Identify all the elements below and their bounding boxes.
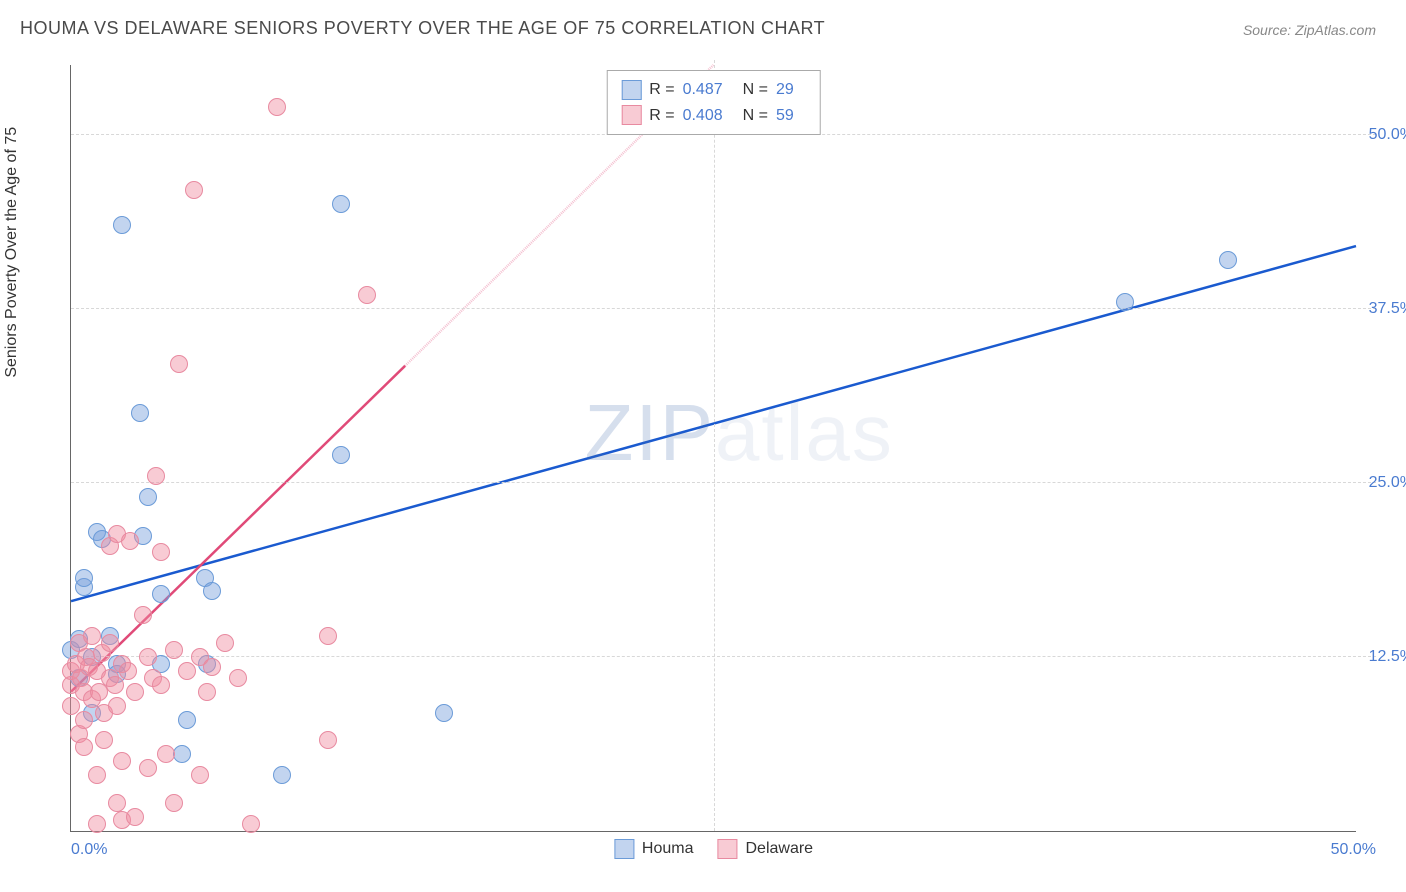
- scatter-point: [88, 766, 106, 784]
- scatter-point: [108, 697, 126, 715]
- legend-n-value: 29: [776, 77, 794, 103]
- plot-area: ZIPatlas R =0.487N =29R =0.408N =59 Houm…: [70, 65, 1356, 832]
- scatter-point: [152, 676, 170, 694]
- scatter-point: [113, 216, 131, 234]
- scatter-point: [358, 286, 376, 304]
- scatter-point: [126, 808, 144, 826]
- scatter-point: [101, 634, 119, 652]
- scatter-point: [203, 658, 221, 676]
- scatter-point: [139, 648, 157, 666]
- legend-series-label: Houma: [642, 840, 694, 858]
- scatter-point: [157, 745, 175, 763]
- scatter-point: [131, 404, 149, 422]
- y-tick-label: 37.5%: [1369, 300, 1406, 318]
- legend-swatch: [717, 839, 737, 859]
- scatter-point: [216, 634, 234, 652]
- legend-r-label: R =: [649, 77, 674, 103]
- scatter-point: [108, 794, 126, 812]
- legend-n-label: N =: [743, 77, 768, 103]
- scatter-point: [152, 585, 170, 603]
- scatter-point: [1219, 251, 1237, 269]
- scatter-point: [170, 355, 188, 373]
- scatter-point: [268, 98, 286, 116]
- legend-stats-row: R = 0.408 N = 59: [621, 103, 806, 129]
- scatter-point: [332, 446, 350, 464]
- legend-n-label: N =: [743, 103, 768, 129]
- scatter-point: [229, 669, 247, 687]
- scatter-point: [319, 731, 337, 749]
- scatter-point: [173, 745, 191, 763]
- scatter-point: [273, 766, 291, 784]
- scatter-point: [435, 704, 453, 722]
- source-label: Source: ZipAtlas.com: [1243, 22, 1376, 38]
- scatter-point: [75, 569, 93, 587]
- legend-series-item: Delaware: [717, 839, 813, 859]
- legend-series-item: Houma: [614, 839, 694, 859]
- scatter-point: [185, 181, 203, 199]
- watermark-bold: ZIP: [584, 388, 714, 477]
- scatter-point: [178, 662, 196, 680]
- legend-series-label: Delaware: [745, 840, 813, 858]
- scatter-point: [165, 641, 183, 659]
- grid-line-h: [71, 656, 1376, 657]
- watermark-light: atlas: [715, 388, 894, 477]
- scatter-point: [332, 195, 350, 213]
- x-tick-label: 50.0%: [1331, 841, 1376, 859]
- legend-r-label: R =: [649, 103, 674, 129]
- legend-stats: R = 0.487 N = 29 R = 0.408 N = 59: [606, 70, 821, 135]
- y-axis-label: Seniors Poverty Over the Age of 75: [3, 126, 21, 377]
- scatter-point: [198, 683, 216, 701]
- x-tick-label: 0.0%: [71, 841, 107, 859]
- scatter-point: [152, 543, 170, 561]
- legend-r-value: 0.408: [683, 103, 723, 129]
- legend-stats-row: R = 0.487 N = 29: [621, 77, 806, 103]
- scatter-point: [95, 731, 113, 749]
- chart-container: Seniors Poverty Over the Age of 75 ZIPat…: [20, 55, 1386, 882]
- scatter-point: [139, 488, 157, 506]
- grid-line-v: [714, 60, 715, 831]
- scatter-point: [203, 582, 221, 600]
- scatter-point: [121, 532, 139, 550]
- scatter-point: [75, 738, 93, 756]
- scatter-point: [191, 766, 209, 784]
- scatter-point: [1116, 293, 1134, 311]
- scatter-point: [75, 711, 93, 729]
- legend-swatch: [621, 80, 641, 100]
- scatter-point: [319, 627, 337, 645]
- scatter-point: [83, 627, 101, 645]
- scatter-point: [113, 752, 131, 770]
- legend-swatch: [621, 105, 641, 125]
- watermark: ZIPatlas: [584, 387, 893, 479]
- scatter-point: [134, 606, 152, 624]
- legend-n-value: 59: [776, 103, 794, 129]
- scatter-point: [242, 815, 260, 833]
- scatter-point: [139, 759, 157, 777]
- y-tick-label: 12.5%: [1369, 648, 1406, 666]
- scatter-point: [106, 676, 124, 694]
- scatter-point: [178, 711, 196, 729]
- scatter-point: [88, 815, 106, 833]
- y-tick-label: 50.0%: [1369, 126, 1406, 144]
- scatter-point: [165, 794, 183, 812]
- scatter-point: [119, 662, 137, 680]
- y-tick-label: 25.0%: [1369, 474, 1406, 492]
- legend-r-value: 0.487: [683, 77, 723, 103]
- scatter-point: [147, 467, 165, 485]
- scatter-point: [126, 683, 144, 701]
- legend-swatch: [614, 839, 634, 859]
- grid-line-h: [71, 482, 1376, 483]
- grid-line-h: [71, 308, 1376, 309]
- chart-title: HOUMA VS DELAWARE SENIORS POVERTY OVER T…: [20, 18, 825, 39]
- legend-series: Houma Delaware: [614, 839, 813, 859]
